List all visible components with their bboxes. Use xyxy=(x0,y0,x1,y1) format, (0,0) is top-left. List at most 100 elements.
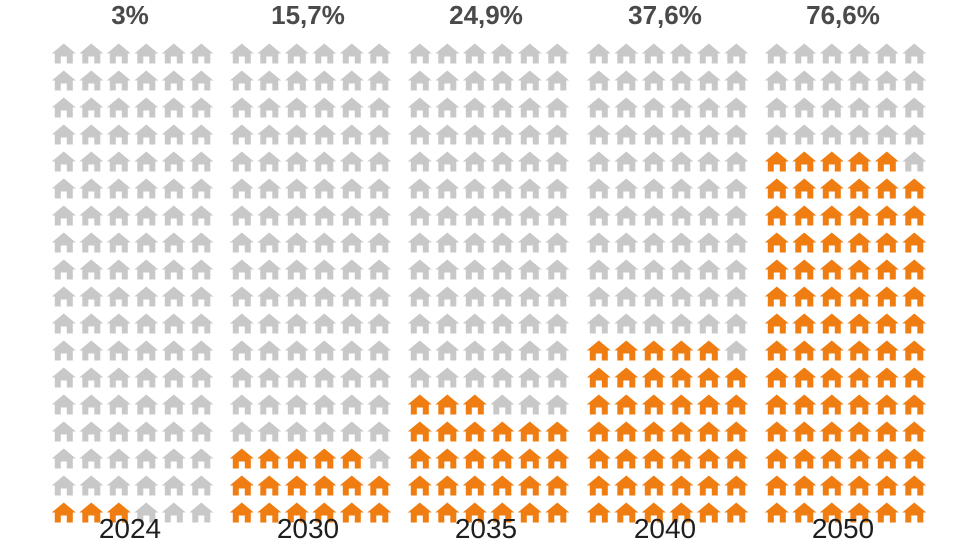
house-icon xyxy=(79,151,104,172)
empty-house-2024 xyxy=(189,367,214,388)
empty-house-2050 xyxy=(847,97,872,118)
house-icon xyxy=(339,502,364,523)
house-icon xyxy=(902,421,927,442)
empty-house-2024 xyxy=(161,178,186,199)
empty-house-2030 xyxy=(339,421,364,442)
house-icon xyxy=(79,70,104,91)
empty-house-2035 xyxy=(545,178,570,199)
house-icon xyxy=(51,286,76,307)
empty-house-2040 xyxy=(641,178,666,199)
empty-house-2030 xyxy=(257,151,282,172)
empty-house-2035 xyxy=(435,340,460,361)
empty-house-2050 xyxy=(874,43,899,64)
house-column-2030 xyxy=(228,40,392,523)
house-icon xyxy=(847,43,872,64)
empty-house-2035 xyxy=(517,259,542,280)
filled-house-2050 xyxy=(764,475,789,496)
filled-house-2040 xyxy=(641,340,666,361)
filled-house-2050 xyxy=(847,502,872,523)
filled-house-2035 xyxy=(435,448,460,469)
empty-house-2040 xyxy=(586,43,611,64)
house-icon xyxy=(764,421,789,442)
empty-house-2035 xyxy=(545,394,570,415)
empty-house-2030 xyxy=(339,205,364,226)
empty-house-2040 xyxy=(641,151,666,172)
house-icon xyxy=(545,367,570,388)
empty-house-2024 xyxy=(51,43,76,64)
house-icon xyxy=(517,448,542,469)
house-icon xyxy=(792,178,817,199)
empty-house-2035 xyxy=(407,286,432,307)
house-icon xyxy=(367,421,392,442)
filled-house-2040 xyxy=(696,475,721,496)
house-icon xyxy=(764,124,789,145)
filled-house-2040 xyxy=(641,421,666,442)
filled-house-2035 xyxy=(435,421,460,442)
house-icon xyxy=(106,232,131,253)
house-icon xyxy=(161,394,186,415)
empty-house-2030 xyxy=(284,367,309,388)
house-icon xyxy=(696,421,721,442)
house-icon xyxy=(284,97,309,118)
house-icon xyxy=(724,367,749,388)
house-icon xyxy=(407,502,432,523)
empty-house-2024 xyxy=(51,124,76,145)
empty-house-2035 xyxy=(545,367,570,388)
house-icon xyxy=(229,205,254,226)
empty-house-2024 xyxy=(79,421,104,442)
filled-house-2040 xyxy=(696,394,721,415)
empty-house-2030 xyxy=(257,286,282,307)
house-icon xyxy=(696,475,721,496)
filled-house-2050 xyxy=(792,367,817,388)
empty-house-2040 xyxy=(614,205,639,226)
empty-house-2040 xyxy=(641,313,666,334)
house-icon xyxy=(51,43,76,64)
empty-house-2035 xyxy=(490,259,515,280)
empty-house-2024 xyxy=(161,475,186,496)
empty-house-2040 xyxy=(724,124,749,145)
house-icon xyxy=(257,124,282,145)
filled-house-2040 xyxy=(696,421,721,442)
house-icon xyxy=(367,502,392,523)
house-icon xyxy=(284,394,309,415)
empty-house-2024 xyxy=(79,475,104,496)
house-icon xyxy=(517,43,542,64)
empty-house-2040 xyxy=(641,232,666,253)
empty-house-2024 xyxy=(106,394,131,415)
filled-house-2050 xyxy=(819,367,844,388)
filled-house-2040 xyxy=(669,394,694,415)
house-icon xyxy=(189,97,214,118)
empty-house-2030 xyxy=(312,394,337,415)
house-icon xyxy=(435,367,460,388)
house-icon xyxy=(161,448,186,469)
house-icon xyxy=(586,259,611,280)
house-icon xyxy=(229,502,254,523)
empty-house-2024 xyxy=(79,151,104,172)
house-icon xyxy=(490,151,515,172)
empty-house-2035 xyxy=(490,97,515,118)
filled-house-2050 xyxy=(764,502,789,523)
empty-house-2035 xyxy=(407,70,432,91)
house-icon xyxy=(641,421,666,442)
house-icon xyxy=(257,502,282,523)
house-icon xyxy=(641,394,666,415)
empty-house-2024 xyxy=(51,394,76,415)
house-icon xyxy=(517,286,542,307)
filled-house-2050 xyxy=(819,421,844,442)
empty-house-2024 xyxy=(79,259,104,280)
house-icon xyxy=(462,340,487,361)
house-icon xyxy=(792,151,817,172)
house-icon xyxy=(847,340,872,361)
filled-house-2030 xyxy=(257,448,282,469)
house-icon xyxy=(257,286,282,307)
house-icon xyxy=(819,286,844,307)
filled-house-2040 xyxy=(669,340,694,361)
house-icon xyxy=(517,232,542,253)
house-icon xyxy=(847,124,872,145)
filled-house-2035 xyxy=(517,448,542,469)
house-icon xyxy=(79,475,104,496)
filled-house-2035 xyxy=(462,475,487,496)
house-icon xyxy=(586,205,611,226)
house-icon xyxy=(229,448,254,469)
house-icon xyxy=(614,43,639,64)
